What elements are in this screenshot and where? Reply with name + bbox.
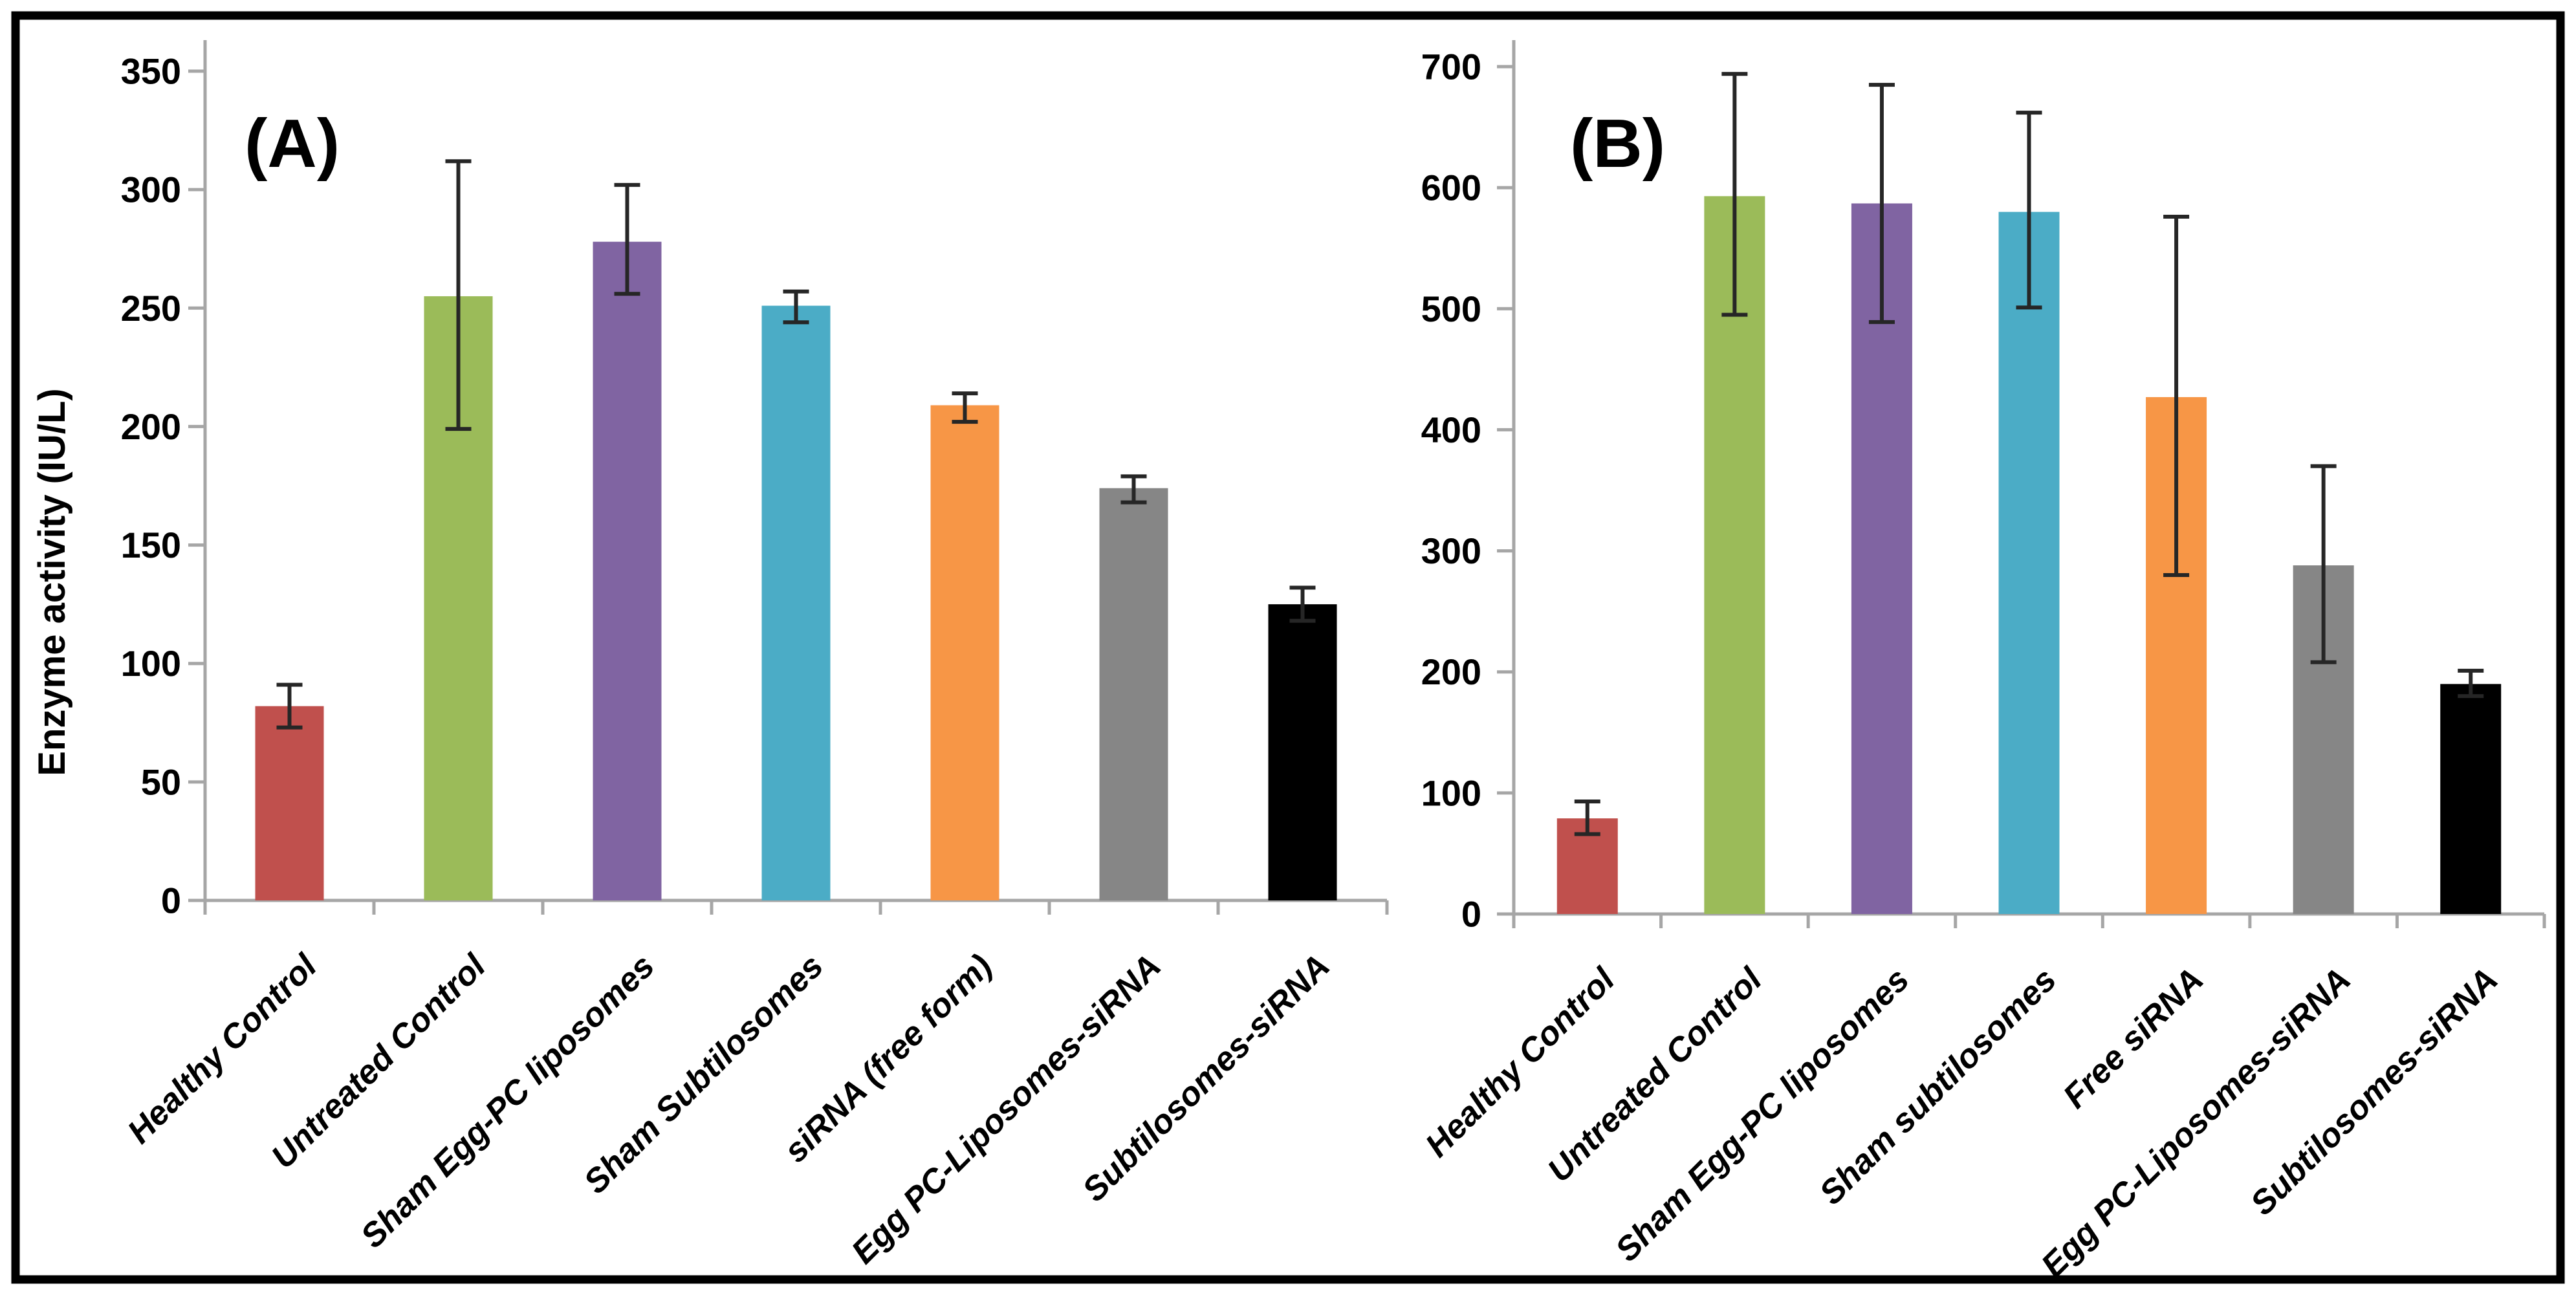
panel-b-label: (B) [1570, 105, 1665, 182]
panel-a-label: (A) [245, 105, 340, 182]
y-tick-label: 250 [121, 288, 181, 329]
y-tick-label: 600 [1421, 168, 1481, 208]
y-tick-label: 700 [1421, 47, 1481, 87]
y-tick-label: 200 [1421, 651, 1481, 692]
y-tick-label: 400 [1421, 409, 1481, 450]
bar-sirna-free-form [930, 405, 999, 900]
bar-egg-pc-liposomes-sirna [1099, 488, 1168, 900]
y-tick-label: 200 [121, 406, 181, 447]
y-tick-label: 0 [1461, 894, 1481, 935]
y-tick-label: 350 [121, 51, 181, 92]
y-axis-title: Enzyme activity (IU/L) [31, 388, 73, 776]
bar-sham-egg-pc-liposomes [593, 241, 662, 900]
y-tick-label: 0 [161, 880, 181, 921]
bar-healthy-control [255, 706, 324, 900]
y-tick-label: 100 [121, 643, 181, 684]
bar-sham-subtilosomes [761, 305, 831, 900]
y-tick-label: 100 [1421, 772, 1481, 813]
bar-subtilosomes-sirna [1268, 604, 1337, 900]
y-tick-label: 500 [1421, 288, 1481, 329]
y-tick-label: 300 [121, 169, 181, 210]
y-tick-label: 300 [1421, 530, 1481, 571]
bar-subtilosomes-sirna [2440, 684, 2502, 914]
bar-sham-subtilosomes [1998, 212, 2060, 915]
y-tick-label: 150 [121, 525, 181, 565]
y-tick-label: 50 [141, 761, 181, 802]
